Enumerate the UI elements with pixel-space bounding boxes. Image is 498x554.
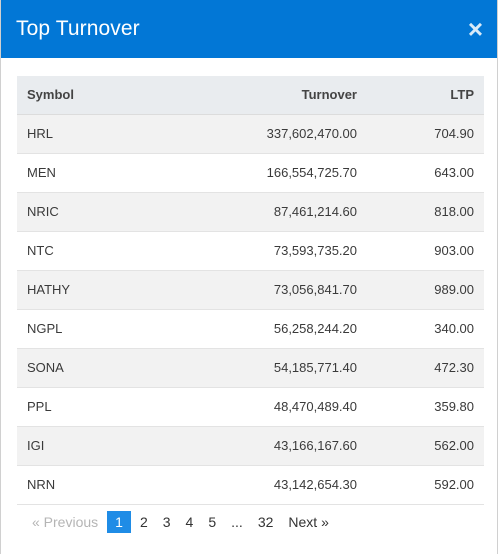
- table-header-row: Symbol Turnover LTP: [17, 76, 484, 115]
- turnover-cell: 87,461,214.60: [117, 192, 357, 232]
- table-row[interactable]: HRL 337,602,470.00 704.90: [17, 114, 484, 154]
- turnover-cell: 337,602,470.00: [117, 114, 357, 154]
- ltp-cell: 818.00: [357, 192, 484, 232]
- table-row[interactable]: NTC 73,593,735.20 903.00: [17, 231, 484, 271]
- previous-page-button[interactable]: « Previous: [32, 513, 99, 530]
- symbol-cell: NGPL: [17, 309, 117, 349]
- ltp-cell: 472.30: [357, 348, 484, 388]
- turnover-cell: 54,185,771.40: [117, 348, 357, 388]
- table-row[interactable]: PPL 48,470,489.40 359.80: [17, 387, 484, 427]
- turnover-cell: 56,258,244.20: [117, 309, 357, 349]
- modal-header: Top Turnover ×: [1, 0, 497, 58]
- ltp-cell: 704.90: [357, 114, 484, 154]
- table-row[interactable]: HATHY 73,056,841.70 989.00: [17, 270, 484, 310]
- symbol-cell: NRN: [17, 465, 117, 505]
- next-page-button[interactable]: Next »: [288, 513, 329, 530]
- symbol-cell: PPL: [17, 387, 117, 427]
- ltp-cell: 340.00: [357, 309, 484, 349]
- table-body: HRL 337,602,470.00 704.90 MEN 166,554,725.70…: [17, 114, 484, 505]
- page-button-4[interactable]: 4: [185, 513, 194, 530]
- turnover-table: Symbol Turnover LTP HRL 337,602,470.00 704…: [17, 76, 484, 505]
- page-button-1[interactable]: 1: [107, 510, 131, 533]
- turnover-cell: 73,056,841.70: [117, 270, 357, 310]
- ltp-cell: 562.00: [357, 426, 484, 466]
- table-row[interactable]: NGPL 56,258,244.20 340.00: [17, 309, 484, 349]
- column-header-symbol[interactable]: Symbol: [17, 76, 117, 115]
- ltp-cell: 903.00: [357, 231, 484, 271]
- symbol-cell: NTC: [17, 231, 117, 271]
- ltp-cell: 592.00: [357, 465, 484, 505]
- turnover-cell: 73,593,735.20: [117, 231, 357, 271]
- table-row[interactable]: MEN 166,554,725.70 643.00: [17, 153, 484, 193]
- symbol-cell: SONA: [17, 348, 117, 388]
- page-button-5[interactable]: 5: [208, 513, 217, 530]
- modal-title: Top Turnover: [16, 17, 140, 40]
- table-row[interactable]: NRN 43,142,654.30 592.00: [17, 465, 484, 505]
- close-icon[interactable]: ×: [467, 14, 483, 44]
- table-row[interactable]: NRIC 87,461,214.60 818.00: [17, 192, 484, 232]
- symbol-cell: NRIC: [17, 192, 117, 232]
- column-header-ltp[interactable]: LTP: [357, 76, 484, 115]
- symbol-cell: MEN: [17, 153, 117, 193]
- symbol-cell: IGI: [17, 426, 117, 466]
- page-button-3[interactable]: 3: [162, 513, 171, 530]
- modal-body: Symbol Turnover LTP HRL 337,602,470.00 704…: [1, 58, 497, 533]
- pagination: « Previous 1 2 3 4 5 ... 32 Next »: [17, 510, 482, 533]
- symbol-cell: HRL: [17, 114, 117, 154]
- page-button-2[interactable]: 2: [139, 513, 148, 530]
- column-header-turnover[interactable]: Turnover: [117, 76, 357, 115]
- turnover-cell: 48,470,489.40: [117, 387, 357, 427]
- turnover-cell: 166,554,725.70: [117, 153, 357, 193]
- turnover-cell: 43,166,167.60: [117, 426, 357, 466]
- table-row[interactable]: IGI 43,166,167.60 562.00: [17, 426, 484, 466]
- turnover-cell: 43,142,654.30: [117, 465, 357, 505]
- page-button-last[interactable]: 32: [257, 513, 274, 530]
- table-row[interactable]: SONA 54,185,771.40 472.30: [17, 348, 484, 388]
- ltp-cell: 643.00: [357, 153, 484, 193]
- ltp-cell: 989.00: [357, 270, 484, 310]
- ltp-cell: 359.80: [357, 387, 484, 427]
- page-ellipsis: ...: [231, 513, 243, 530]
- symbol-cell: HATHY: [17, 270, 117, 310]
